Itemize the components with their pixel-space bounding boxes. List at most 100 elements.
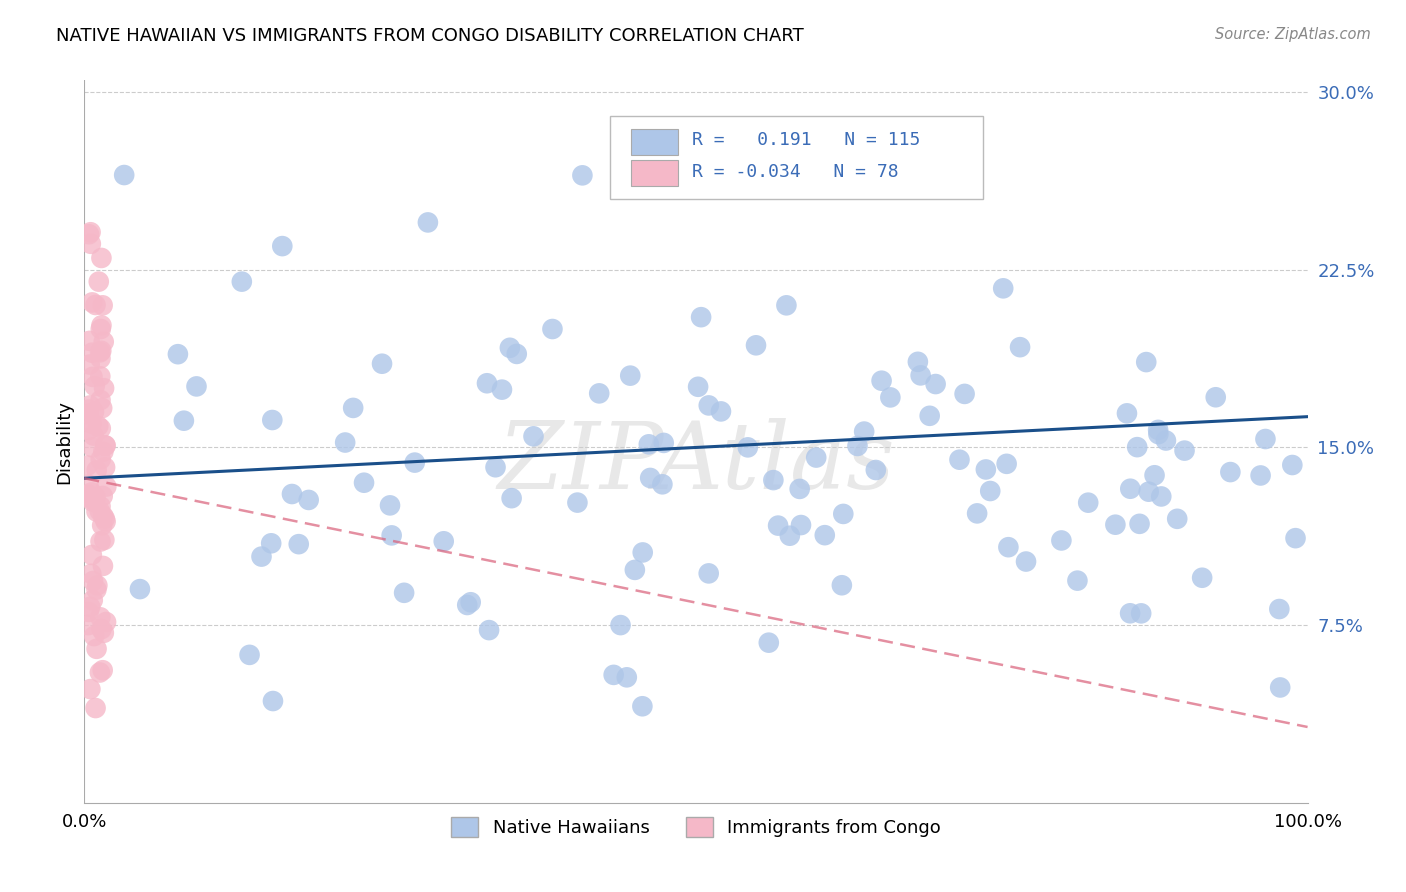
Point [416,215,439,229]
Point [378,499,401,513]
Point [342,401,364,415]
Point [80,236,103,251]
Point [737,441,759,455]
Point [83,629,105,643]
Point [80,566,103,581]
Point [616,670,638,684]
Point [948,452,970,467]
Point [697,566,720,581]
Point [1010,340,1032,354]
Point [89,345,111,359]
Point [93,381,115,395]
Point [90,622,112,636]
Point [91,489,114,503]
Point [499,341,522,355]
Point [87,275,110,289]
Point [1150,490,1173,504]
Point [90,251,112,265]
Point [460,595,482,609]
Point [333,435,356,450]
Point [501,491,523,505]
Point [995,457,1018,471]
Point [90,322,112,336]
Point [91,401,114,415]
Point [89,504,111,518]
Point [91,298,114,312]
Point [87,419,110,434]
Point [710,404,733,418]
Point [89,665,111,680]
Point [79,491,101,505]
Point [89,393,111,408]
Point [89,351,111,366]
Point [262,694,284,708]
Point [1137,484,1160,499]
Point [80,345,103,359]
Point [82,574,104,588]
Point [287,537,309,551]
Point [93,334,115,349]
Point [762,473,785,487]
FancyBboxPatch shape [631,161,678,186]
Point [94,615,117,629]
Point [86,504,108,518]
Point [631,545,654,559]
Point [90,421,112,435]
Point [1254,432,1277,446]
Point [806,450,828,465]
Point [80,548,103,562]
Text: ZIPAtlas: ZIPAtlas [498,418,894,508]
Point [1166,512,1188,526]
Point [1119,482,1142,496]
Point [82,369,104,384]
Point [522,429,544,443]
Point [77,477,100,491]
Point [651,477,673,491]
Point [775,298,797,312]
Point [993,281,1015,295]
Point [76,458,98,473]
Point [1205,390,1227,404]
Point [602,668,624,682]
Point [638,471,661,485]
Point [79,334,101,348]
Point [619,368,641,383]
Point [1135,355,1157,369]
Point [83,405,105,419]
Point [262,413,284,427]
Point [1268,602,1291,616]
Point [624,563,647,577]
Point [392,586,415,600]
Point [637,437,659,451]
Point [588,386,610,401]
Point [96,479,118,493]
Point [231,275,253,289]
Point [1116,406,1139,420]
Point [832,507,855,521]
Point [541,322,564,336]
Point [697,399,720,413]
Point [484,460,506,475]
Point [112,168,135,182]
Point [82,494,104,508]
Point [1143,468,1166,483]
Point [281,487,304,501]
Point [475,376,498,391]
Point [404,456,426,470]
Point [91,444,114,458]
Point [1147,423,1170,437]
Legend: Native Hawaiians, Immigrants from Congo: Native Hawaiians, Immigrants from Congo [444,810,948,845]
Point [82,593,104,607]
Point [83,428,105,442]
Point [918,409,941,423]
Text: NATIVE HAWAIIAN VS IMMIGRANTS FROM CONGO DISABILITY CORRELATION CHART: NATIVE HAWAIIAN VS IMMIGRANTS FROM CONGO… [56,27,804,45]
FancyBboxPatch shape [610,117,983,200]
Point [924,377,946,392]
Point [1147,427,1170,442]
Point [91,663,114,677]
Point [86,641,108,656]
Point [77,407,100,421]
Point [1066,574,1088,588]
Point [94,515,117,529]
Point [1050,533,1073,548]
